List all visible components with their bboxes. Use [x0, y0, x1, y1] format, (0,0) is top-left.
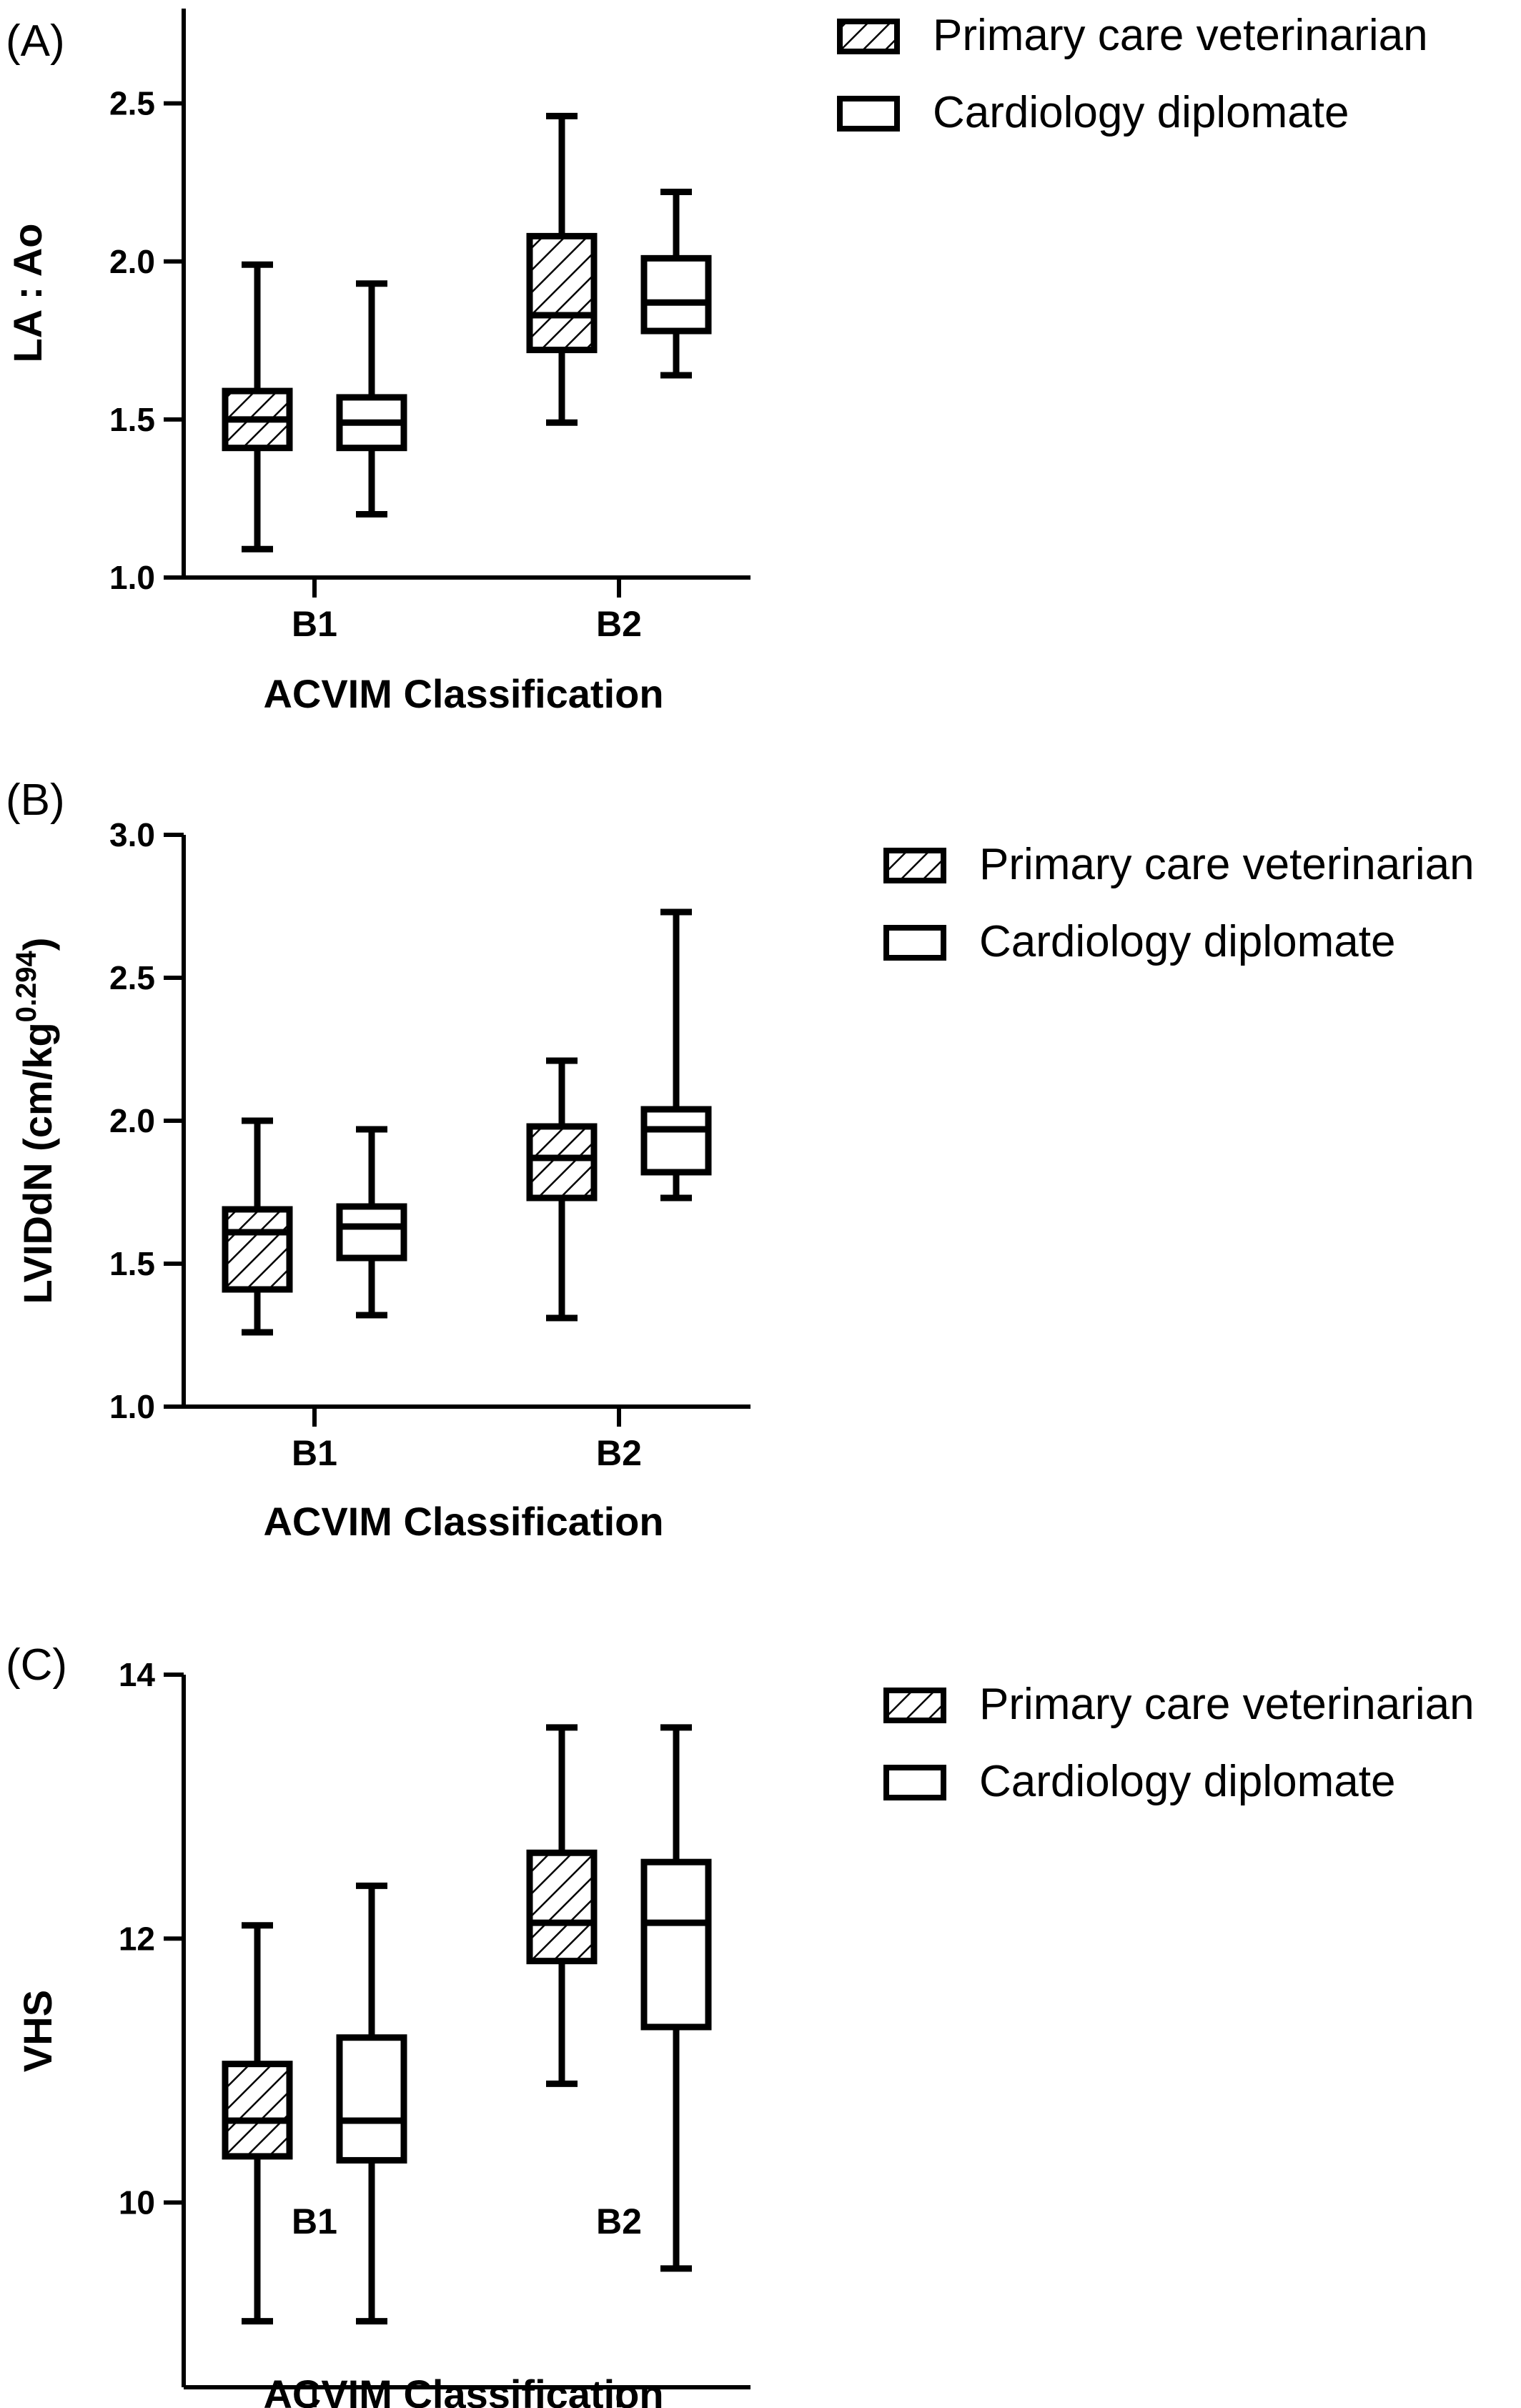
legend: Primary care veterinarian Cardiology dipl…	[883, 1680, 1475, 1806]
y-axis-title-text: VHS	[15, 1990, 60, 2072]
box-body	[640, 1858, 712, 2031]
y-axis-title: VHS	[15, 1990, 60, 2072]
y-axis-title: LVIDdN (cm/kg0.294)	[11, 938, 60, 1304]
legend-label: Cardiology diplomate	[979, 1757, 1395, 1806]
box-body	[640, 254, 712, 335]
box-hatched-B1	[222, 1117, 293, 1336]
chart-panel-2: (B) 1.0 1.5 2.0 2.5 3.0 B1 B2 ACVIM Classificati…	[6, 776, 1475, 1544]
x-axis-title: ACVIM Classification	[263, 671, 663, 716]
chart-panel-3: (C) 10 12 14 B1 B2 ACVIM Classification VHS Prim…	[6, 1640, 1475, 2408]
y-tick-label: 1.5	[109, 401, 155, 438]
legend-swatch-hatched	[837, 19, 900, 54]
chart-panel-1: (A) 1.0 1.5 2.0 2.5 B1 B2 ACVIM Classification L…	[5, 9, 1428, 716]
box-open-B1	[336, 1882, 407, 2325]
panel-label: (C)	[6, 1640, 67, 1690]
box-body	[640, 1106, 712, 1176]
y-tick-label: 2.0	[109, 243, 155, 280]
box-open-B2	[640, 1724, 712, 2272]
y-tick-label: 2.5	[109, 85, 155, 122]
x-tick-label: B1	[292, 604, 337, 644]
legend-label: Primary care veterinarian	[979, 1680, 1475, 1729]
box-hatched-B1	[222, 261, 293, 553]
panel-label: (B)	[6, 776, 65, 825]
legend-swatch-hatched	[883, 848, 946, 883]
legend-label: Primary care veterinarian	[979, 840, 1475, 889]
box-hatched-B2	[526, 1057, 598, 1322]
box-body	[526, 232, 598, 354]
y-tick-label: 1.5	[109, 1245, 155, 1282]
box-body	[526, 1123, 598, 1201]
x-tick-label: B1	[292, 2201, 337, 2241]
x-tick-label: B1	[292, 1433, 337, 1473]
legend-swatch-hatched	[883, 1688, 946, 1723]
legend-swatch-open	[837, 96, 900, 132]
box-body	[222, 2061, 293, 2160]
x-tick-label: B2	[596, 2201, 642, 2241]
y-axis-title-superscript: 0.294	[11, 950, 42, 1022]
box-hatched-B2	[526, 1724, 598, 2087]
box-hatched-B1	[222, 1922, 293, 2325]
legend-label: Cardiology diplomate	[979, 917, 1395, 966]
x-axis-title: ACVIM Classification	[263, 2372, 663, 2408]
legend-swatch-open	[883, 1765, 946, 1800]
box-body	[222, 1206, 293, 1293]
box-open-B1	[336, 280, 407, 518]
box-body	[336, 2034, 407, 2164]
y-tick-label: 12	[119, 1920, 155, 1957]
legend: Primary care veterinarian Cardiology dipl…	[837, 11, 1428, 137]
y-axis-title-close: )	[15, 938, 60, 951]
legend-swatch-open	[883, 925, 946, 961]
box-hatched-B2	[526, 112, 598, 426]
y-axis-title: LA : Ao	[5, 224, 50, 363]
y-tick-label: 10	[119, 2184, 155, 2221]
y-tick-label: 3.0	[109, 816, 155, 853]
legend: Primary care veterinarian Cardiology dipl…	[883, 840, 1475, 966]
legend-label: Primary care veterinarian	[933, 11, 1428, 60]
box-open-B2	[640, 188, 712, 379]
y-tick-label: 14	[119, 1656, 156, 1693]
y-tick-label: 2.0	[109, 1102, 155, 1139]
box-body	[336, 1203, 407, 1262]
box-open-B1	[336, 1126, 407, 1319]
x-axis-title: ACVIM Classification	[263, 1499, 663, 1544]
y-tick-label: 1.0	[109, 559, 155, 596]
y-axis-title-text: LVIDdN (cm/kg	[15, 1022, 60, 1304]
x-tick-label: B2	[596, 604, 642, 644]
x-tick-label: B2	[596, 1433, 642, 1473]
y-tick-label: 1.0	[109, 1388, 155, 1425]
y-axis-title-text: LA : Ao	[5, 224, 50, 363]
panel-label: (A)	[6, 16, 65, 66]
legend-label: Cardiology diplomate	[933, 88, 1349, 137]
box-body	[526, 1849, 598, 1965]
box-open-B2	[640, 908, 712, 1201]
y-tick-label: 2.5	[109, 959, 155, 996]
